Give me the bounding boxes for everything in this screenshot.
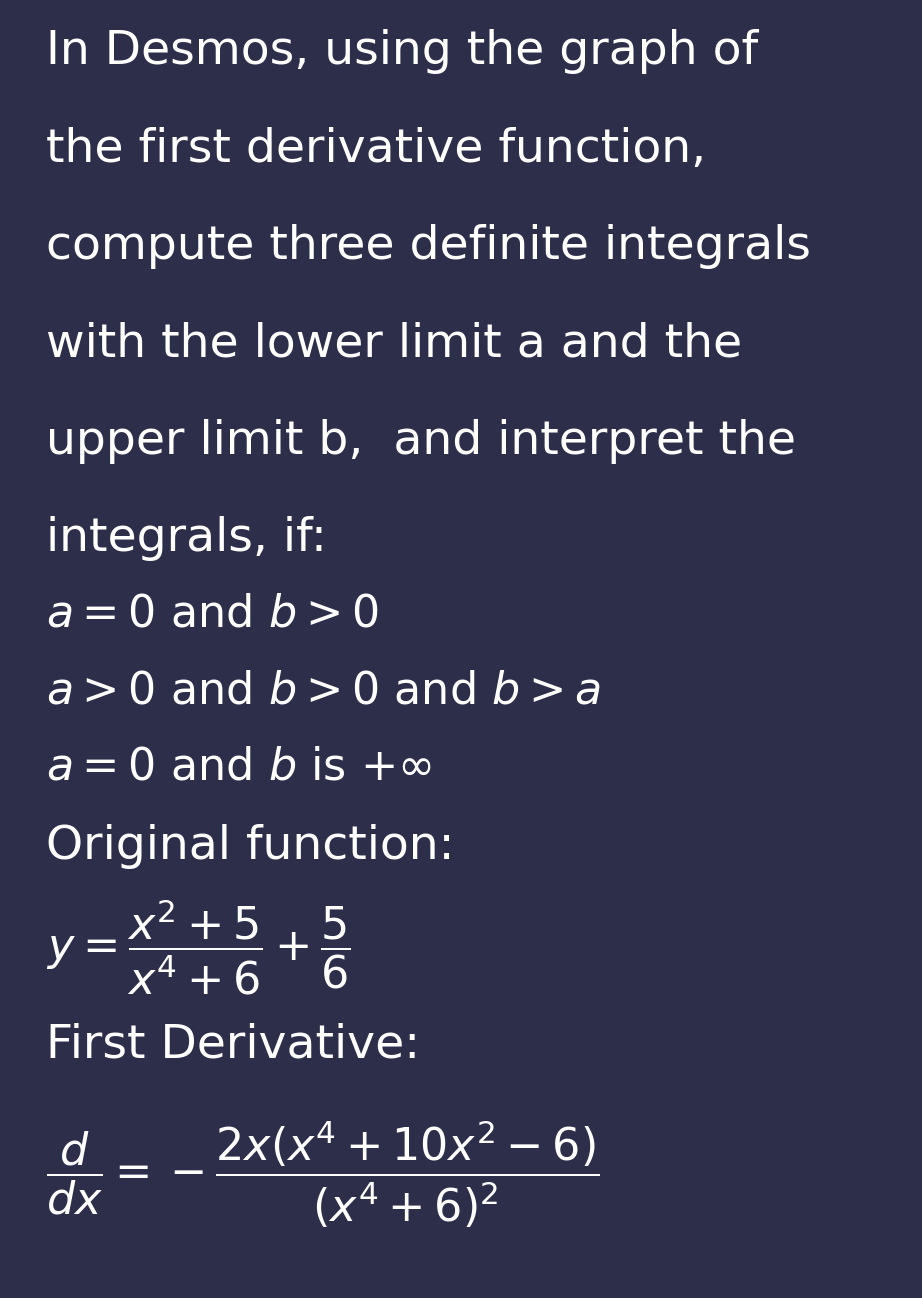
Text: First Derivative:: First Derivative: bbox=[46, 1023, 420, 1067]
Text: Original function:: Original function: bbox=[46, 824, 455, 868]
Text: $a > 0$ and $b > 0$ and $b > a$: $a > 0$ and $b > 0$ and $b > a$ bbox=[46, 668, 601, 713]
Text: $a = 0$ and $b$ is $+\infty$: $a = 0$ and $b$ is $+\infty$ bbox=[46, 745, 432, 789]
Text: the first derivative function,: the first derivative function, bbox=[46, 127, 706, 171]
Text: $a = 0$ and $b > 0$: $a = 0$ and $b > 0$ bbox=[46, 592, 378, 636]
Text: $\dfrac{d}{dx} = -\dfrac{2x(x^4 + 10x^2 - 6)}{(x^4 + 6)^2}$: $\dfrac{d}{dx} = -\dfrac{2x(x^4 + 10x^2 … bbox=[46, 1119, 599, 1231]
Text: compute three definite integrals: compute three definite integrals bbox=[46, 225, 811, 269]
Text: upper limit b,  and interpret the: upper limit b, and interpret the bbox=[46, 419, 796, 463]
Text: integrals, if:: integrals, if: bbox=[46, 517, 327, 561]
Text: In Desmos, using the graph of: In Desmos, using the graph of bbox=[46, 30, 758, 74]
Text: with the lower limit a and the: with the lower limit a and the bbox=[46, 322, 742, 366]
Text: $y = \dfrac{x^2 + 5}{x^4 + 6} + \dfrac{5}{6}$: $y = \dfrac{x^2 + 5}{x^4 + 6} + \dfrac{5… bbox=[46, 898, 351, 997]
